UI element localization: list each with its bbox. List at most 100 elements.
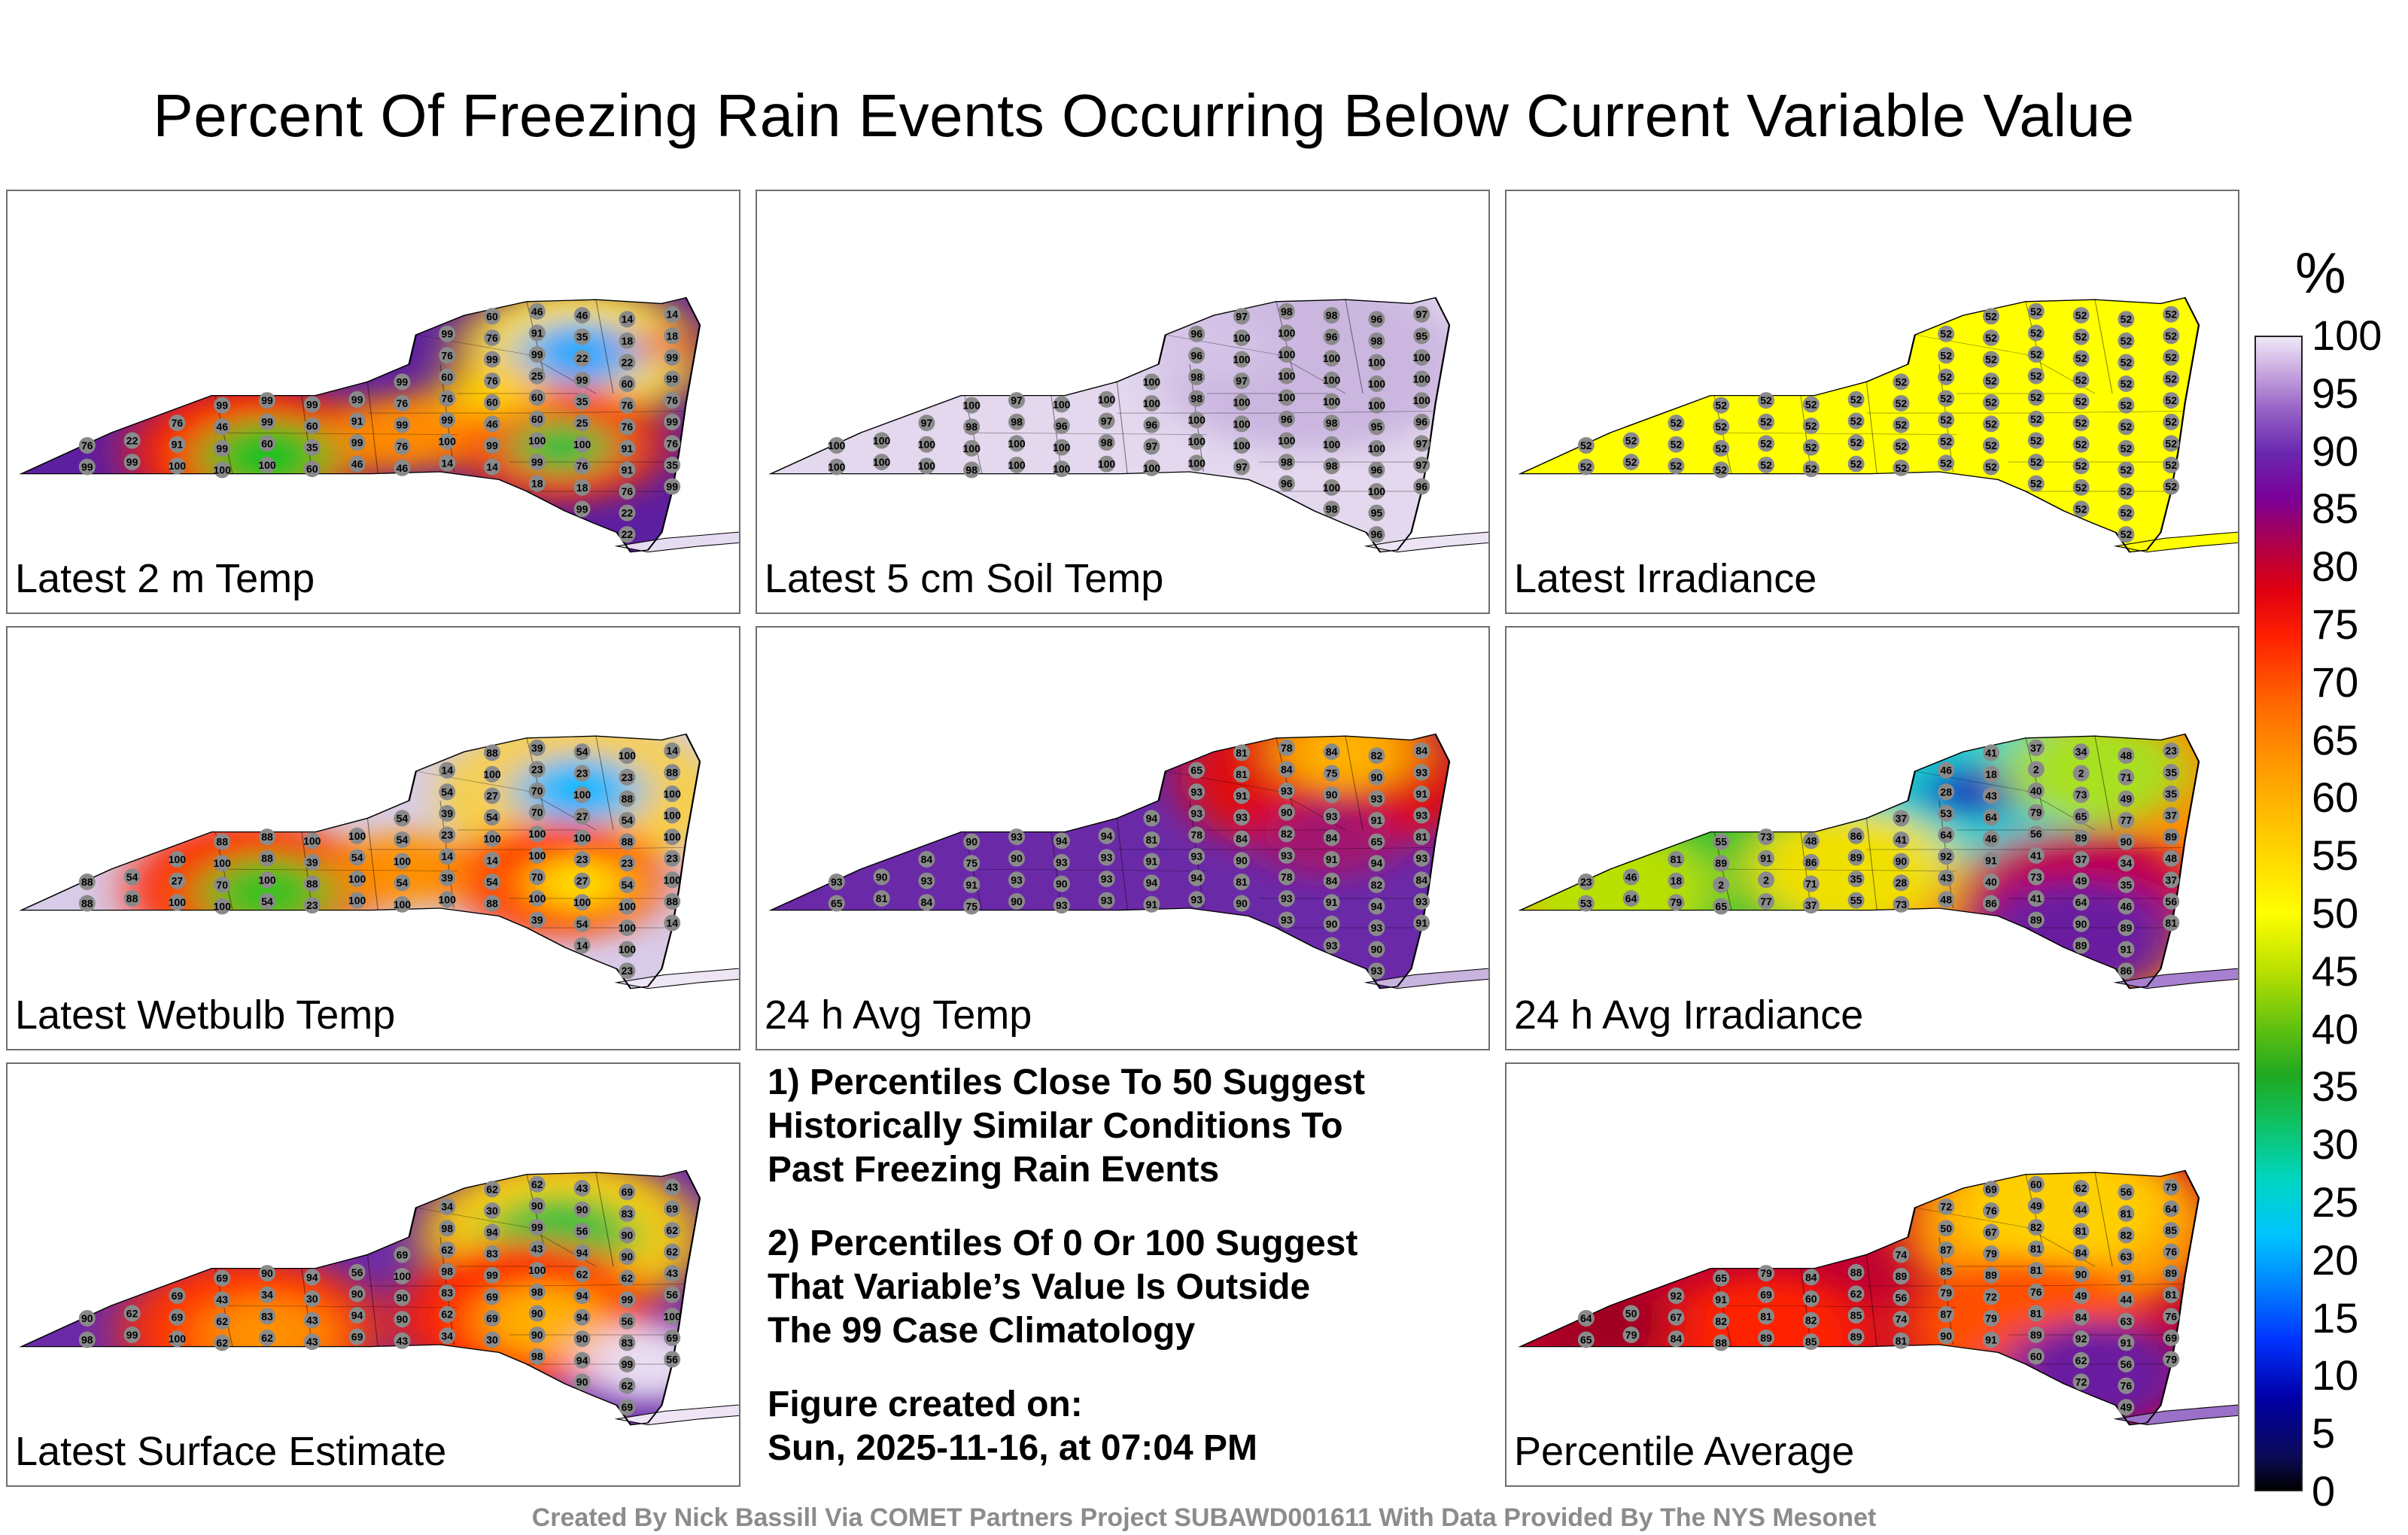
station-marker — [2118, 1399, 2135, 1416]
station-marker — [259, 828, 275, 846]
station-marker — [2118, 768, 2135, 786]
station-value: 46 — [216, 421, 228, 433]
station-value: 81 — [1760, 1310, 1772, 1322]
station-marker — [573, 764, 591, 782]
station-marker — [439, 826, 456, 843]
station-marker — [873, 454, 890, 470]
station-marker — [1053, 875, 1070, 892]
station-value: 99 — [531, 348, 543, 360]
station-value: 96 — [1190, 349, 1202, 361]
station-value: 55 — [1715, 836, 1727, 848]
county-line — [1345, 299, 1364, 394]
station-value: 88 — [622, 836, 634, 848]
station-marker — [2072, 1287, 2090, 1304]
station-value: 84 — [2075, 1312, 2087, 1324]
station-value: 99 — [666, 481, 678, 493]
station-marker — [1233, 852, 1250, 869]
station-marker — [573, 457, 591, 475]
station-value: 81 — [1236, 876, 1248, 888]
station-value: 52 — [1760, 416, 1772, 428]
station-value: 35 — [2165, 788, 2177, 800]
station-marker — [1893, 1332, 1910, 1349]
station-marker — [664, 327, 681, 345]
station-marker — [1938, 869, 1955, 886]
station-marker — [873, 868, 890, 886]
station-value: 81 — [2121, 1208, 2133, 1220]
station-value: 62 — [441, 1309, 453, 1321]
station-marker — [664, 478, 681, 495]
station-marker — [2072, 764, 2090, 782]
station-marker — [303, 1312, 321, 1329]
station-marker — [573, 829, 591, 847]
station-value: 43 — [666, 1181, 678, 1193]
station-value: 83 — [622, 1208, 634, 1220]
station-value: 90 — [2121, 836, 2133, 848]
station-value: 52 — [2121, 400, 2133, 412]
colorbar-tick-label: 20 — [2312, 1236, 2359, 1284]
station-marker — [664, 828, 681, 846]
station-value: 52 — [1940, 436, 1952, 448]
station-value: 99 — [486, 354, 498, 366]
station-value: 56 — [351, 1266, 363, 1278]
station-value: 90 — [351, 1287, 363, 1299]
station-value: 52 — [2030, 348, 2042, 360]
station-marker — [1983, 394, 1999, 411]
station-marker — [214, 898, 231, 915]
station-value: 76 — [441, 393, 453, 405]
station-marker — [2163, 435, 2180, 452]
station-value: 72 — [1985, 1290, 1997, 1302]
station-value: 90 — [1896, 856, 1908, 868]
station-marker — [2072, 350, 2090, 367]
station-value: 83 — [261, 1310, 273, 1322]
station-marker — [664, 1221, 681, 1239]
station-marker — [1847, 849, 1865, 866]
station-value: 52 — [1896, 375, 1908, 388]
station-value: 18 — [576, 482, 588, 494]
station-value: 93 — [1056, 856, 1068, 868]
station-marker — [1622, 1305, 1640, 1322]
station-marker — [259, 850, 275, 867]
station-marker — [573, 1244, 591, 1261]
station-marker — [123, 1327, 141, 1343]
station-value: 44 — [2075, 1204, 2087, 1216]
station-marker — [439, 804, 456, 822]
county-line — [301, 1268, 313, 1347]
station-value: 48 — [2121, 749, 2133, 761]
station-value: 46 — [486, 418, 498, 430]
long-island — [614, 1404, 739, 1426]
station-value: 100 — [573, 789, 591, 801]
station-marker — [1368, 876, 1385, 893]
colorbar-tick-label: 0 — [2312, 1467, 2336, 1515]
station-marker — [439, 368, 456, 385]
station-value: 56 — [2121, 1358, 2133, 1370]
station-marker — [123, 1305, 141, 1322]
station-value: 69 — [172, 1290, 184, 1302]
station-value: 100 — [573, 896, 591, 908]
station-marker — [2163, 348, 2180, 366]
station-marker — [1983, 1331, 1999, 1348]
station-marker — [528, 346, 546, 363]
station-value: 37 — [2165, 874, 2177, 886]
station-marker — [2072, 829, 2090, 847]
station-value: 91 — [2121, 1336, 2133, 1348]
station-value: 64 — [1625, 892, 1637, 904]
station-marker — [2118, 504, 2135, 521]
station-marker — [528, 804, 546, 821]
station-marker — [963, 461, 981, 479]
station-marker — [484, 458, 500, 476]
station-marker — [484, 809, 500, 826]
station-marker — [1847, 871, 1865, 887]
station-value: 52 — [2165, 437, 2177, 449]
station-marker — [1893, 1311, 1910, 1328]
station-marker — [918, 894, 935, 911]
station-value: 54 — [351, 851, 363, 863]
station-value: 52 — [1985, 375, 1997, 387]
colorbar-tick-label: 15 — [2312, 1293, 2359, 1342]
station-marker — [439, 1284, 456, 1302]
station-value: 52 — [1896, 462, 1908, 474]
station-value: 56 — [1896, 1292, 1908, 1304]
station-marker — [1278, 454, 1295, 470]
station-marker — [1802, 439, 1820, 456]
station-value: 84 — [1805, 1271, 1817, 1283]
station-marker — [394, 831, 411, 848]
